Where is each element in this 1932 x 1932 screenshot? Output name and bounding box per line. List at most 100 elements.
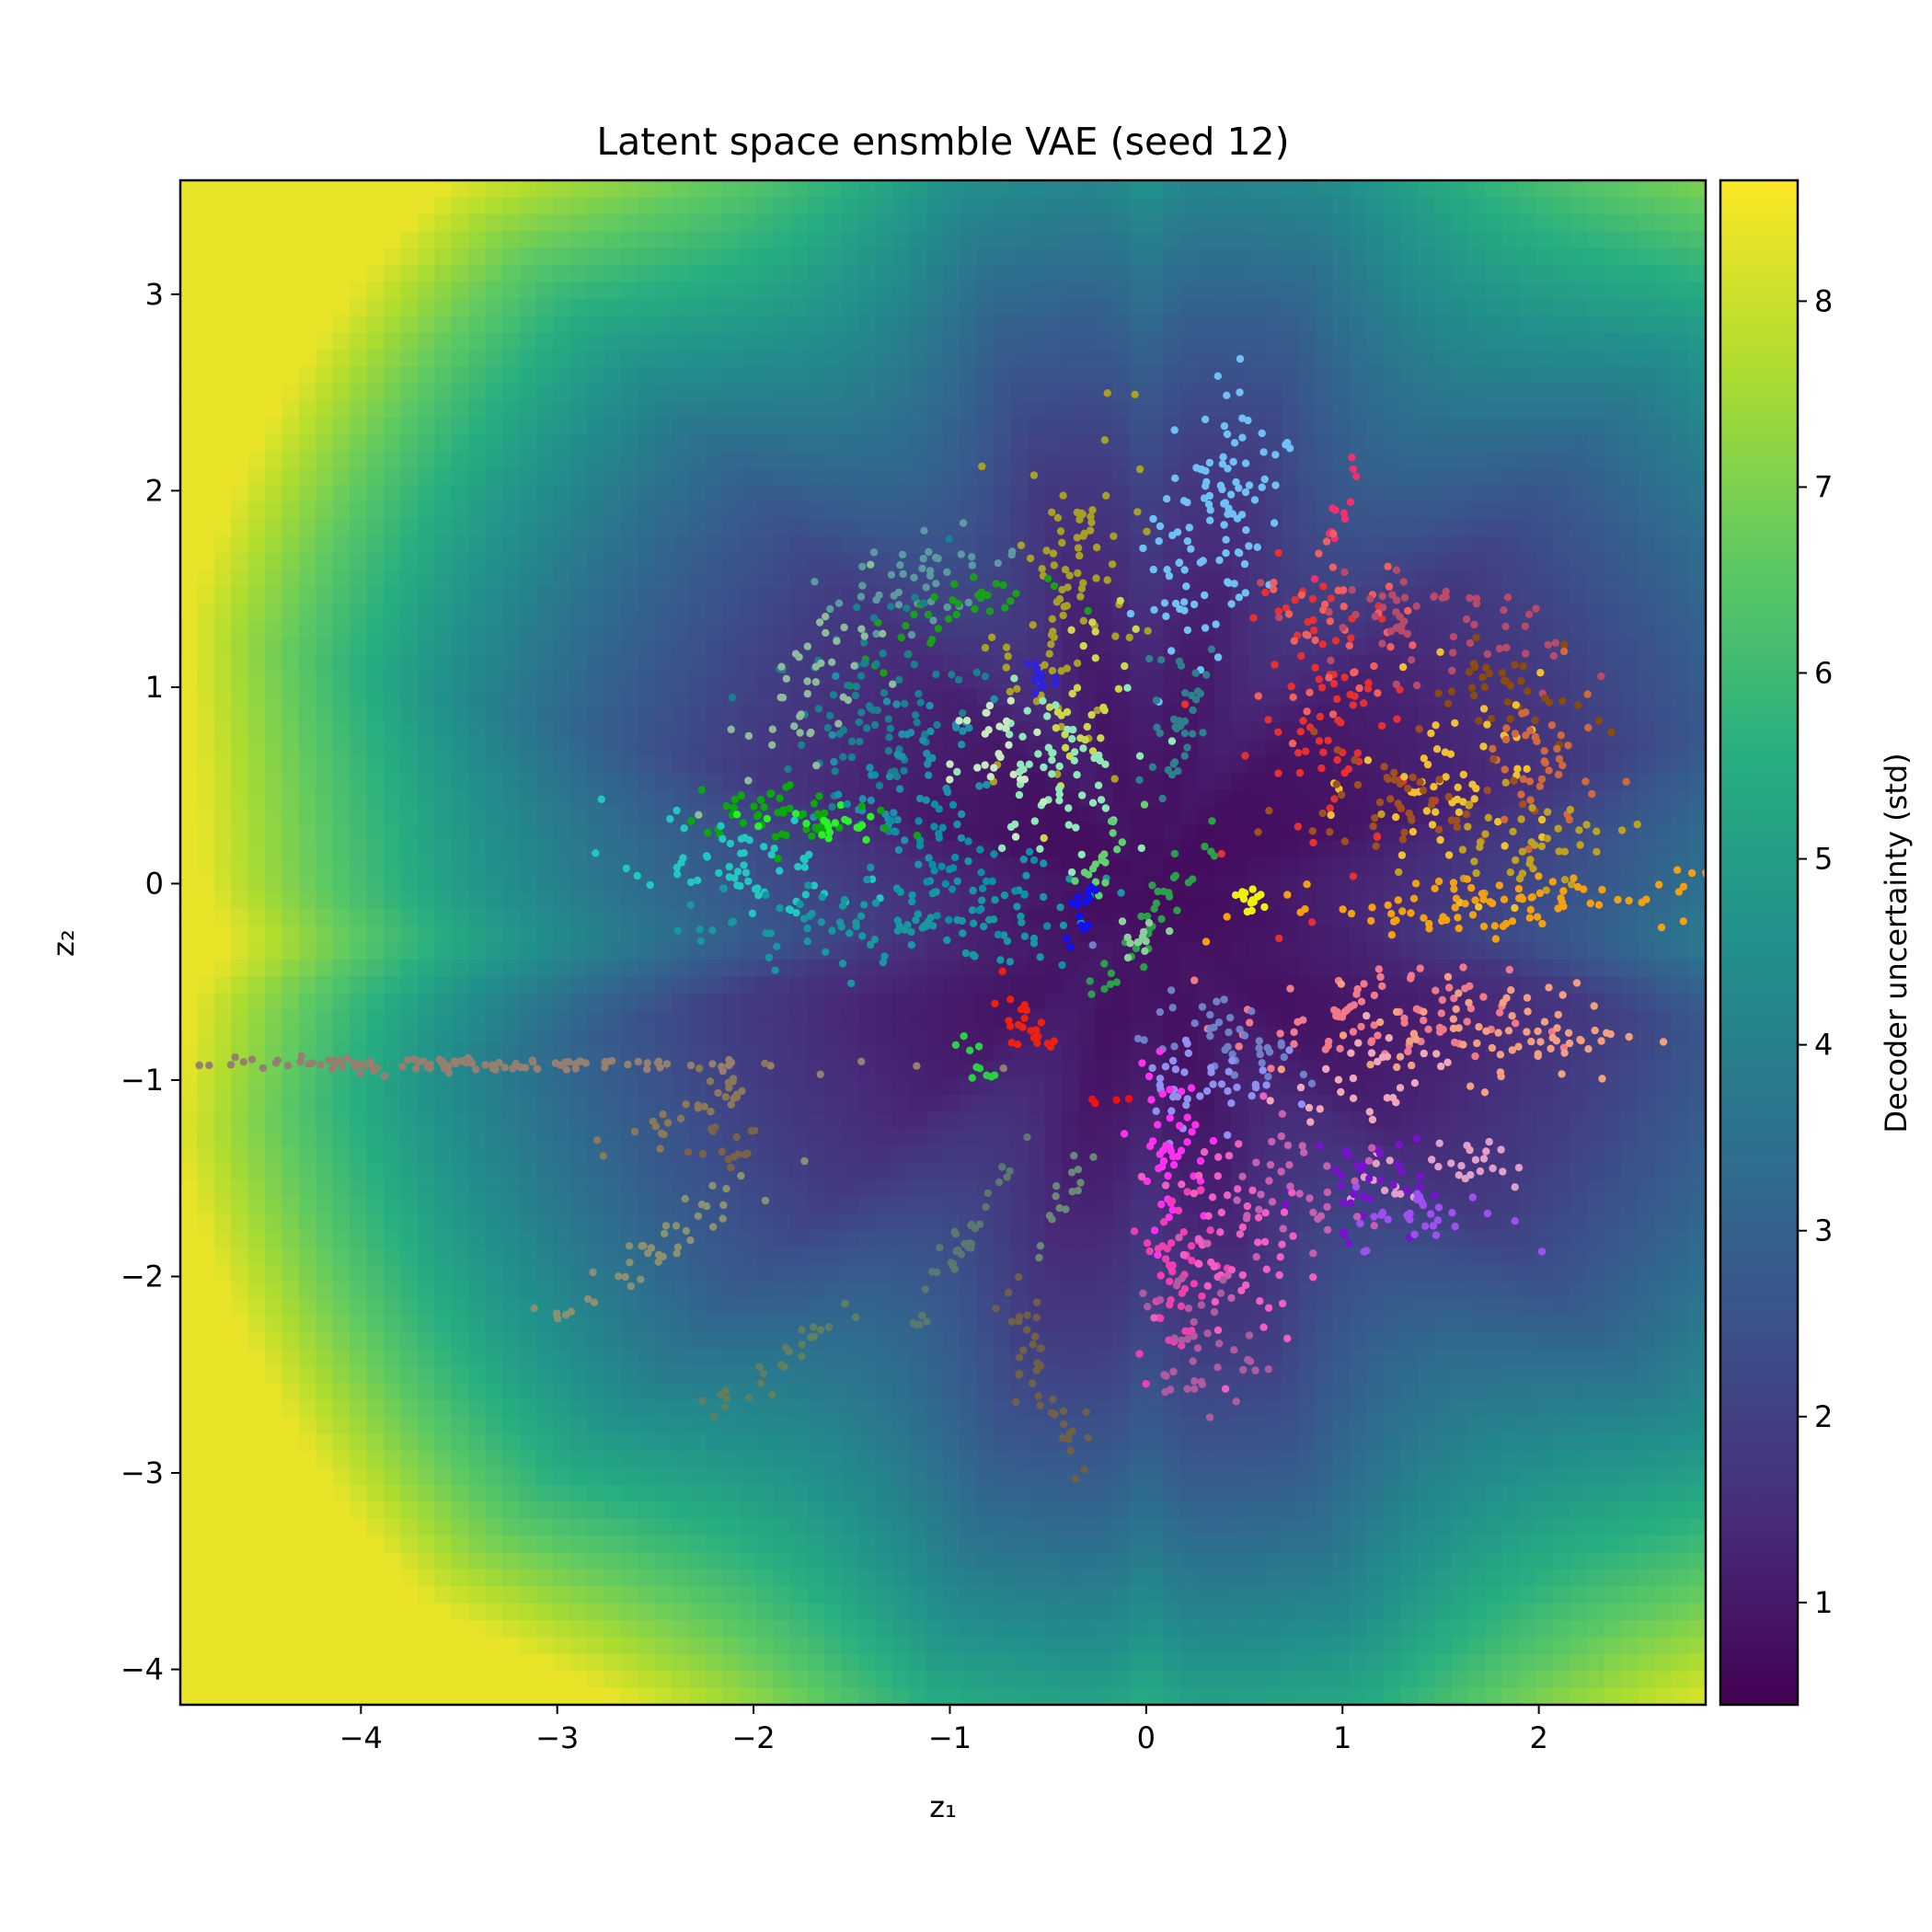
- heatmap-cell: [891, 1077, 910, 1096]
- heatmap-cell: [756, 1518, 775, 1536]
- heatmap-cell: [417, 1315, 435, 1333]
- heatmap-cell: [926, 231, 944, 249]
- heatmap-cell: [332, 1653, 351, 1672]
- heatmap-cell: [739, 1603, 757, 1621]
- heatmap-cell: [587, 705, 605, 723]
- heatmap-cell: [875, 434, 893, 453]
- heatmap-cell: [366, 1501, 385, 1520]
- heatmap-cell: [231, 1586, 249, 1604]
- heatmap-cell: [1028, 1129, 1046, 1147]
- heatmap-cell: [519, 1264, 537, 1282]
- heatmap-cell: [756, 197, 775, 215]
- heatmap-cell: [180, 654, 199, 673]
- heatmap-cell: [756, 604, 775, 622]
- heatmap-cell: [180, 874, 199, 892]
- heatmap-cell: [1010, 1671, 1029, 1689]
- heatmap-cell: [638, 1450, 656, 1468]
- heatmap-cell: [790, 789, 809, 808]
- heatmap-cell: [417, 638, 435, 656]
- heatmap-cell: [688, 1027, 707, 1045]
- heatmap-cell: [282, 705, 300, 723]
- heatmap-cell: [857, 519, 876, 537]
- heatmap-cell: [180, 1365, 199, 1384]
- heatmap-cell: [468, 535, 487, 554]
- heatmap-cell: [1010, 467, 1029, 486]
- heatmap-cell: [231, 180, 249, 199]
- heatmap-cell: [535, 638, 554, 656]
- heatmap-cell: [1095, 1179, 1113, 1198]
- heatmap-cell: [1061, 1603, 1079, 1621]
- heatmap-cell: [247, 789, 266, 808]
- heatmap-cell: [468, 180, 487, 199]
- heatmap-cell: [1028, 1518, 1046, 1536]
- heatmap-cell: [451, 604, 469, 622]
- heatmap-cell: [231, 1417, 249, 1435]
- heatmap-cell: [739, 1061, 757, 1079]
- heatmap-cell: [213, 553, 232, 571]
- heatmap-cell: [417, 1569, 435, 1587]
- heatmap-cell: [350, 620, 368, 638]
- heatmap-cell: [231, 620, 249, 638]
- heatmap-cell: [926, 1671, 944, 1689]
- heatmap-cell: [417, 1247, 435, 1265]
- heatmap-cell: [247, 383, 266, 401]
- heatmap-cell: [569, 1213, 588, 1232]
- heatmap-cell: [1044, 1111, 1063, 1130]
- heatmap-cell: [773, 1010, 791, 1029]
- heatmap-cell: [553, 1095, 571, 1113]
- heatmap-cell: [841, 1095, 859, 1113]
- heatmap-cell: [535, 1417, 554, 1435]
- heatmap-cell: [350, 1179, 368, 1198]
- heatmap-cell: [620, 1569, 638, 1587]
- heatmap-cell: [672, 1383, 690, 1401]
- heatmap-cell: [535, 1687, 554, 1705]
- heatmap-cell: [688, 1365, 707, 1384]
- heatmap-cell: [298, 976, 316, 995]
- heatmap-cell: [620, 1213, 638, 1232]
- heatmap-cell: [485, 1349, 503, 1367]
- heatmap-cell: [434, 1077, 453, 1096]
- heatmap-cell: [265, 1264, 283, 1282]
- heatmap-cell: [298, 1213, 316, 1232]
- heatmap-cell: [316, 1433, 334, 1452]
- heatmap-cell: [417, 1264, 435, 1282]
- heatmap-cell: [231, 1535, 249, 1553]
- heatmap-cell: [451, 773, 469, 791]
- heatmap-cell: [213, 265, 232, 283]
- heatmap-cell: [654, 366, 673, 385]
- heatmap-cell: [790, 316, 809, 334]
- heatmap-cell: [824, 1484, 843, 1502]
- heatmap-cell: [773, 1179, 791, 1198]
- heatmap-cell: [282, 535, 300, 554]
- heatmap-cell: [1095, 1331, 1113, 1350]
- heatmap-cell: [587, 908, 605, 926]
- heatmap-cell: [587, 485, 605, 503]
- heatmap-cell: [213, 1043, 232, 1062]
- heatmap-cell: [994, 535, 1012, 554]
- heatmap-cell: [282, 231, 300, 249]
- heatmap-cell: [1095, 1077, 1113, 1096]
- heatmap-cell: [909, 247, 927, 266]
- heatmap-cell: [587, 417, 605, 435]
- heatmap-cell: [654, 705, 673, 723]
- heatmap-cell: [468, 417, 487, 435]
- heatmap-cell: [569, 1331, 588, 1350]
- heatmap-cell: [976, 1535, 995, 1553]
- heatmap-cell: [688, 739, 707, 757]
- heatmap-cell: [282, 874, 300, 892]
- heatmap-cell: [790, 755, 809, 774]
- heatmap-cell: [909, 1129, 927, 1147]
- heatmap-cell: [451, 282, 469, 300]
- heatmap-cell: [332, 1077, 351, 1096]
- heatmap-cell: [197, 467, 215, 486]
- heatmap-cell: [502, 705, 521, 723]
- heatmap-cell: [1061, 247, 1079, 266]
- heatmap-cell: [535, 1349, 554, 1367]
- heatmap-cell: [451, 688, 469, 707]
- heatmap-cell: [824, 1417, 843, 1435]
- heatmap-cell: [569, 1399, 588, 1418]
- heatmap-cell: [857, 1569, 876, 1587]
- heatmap-cell: [350, 1145, 368, 1164]
- heatmap-cell: [366, 755, 385, 774]
- heatmap-cell: [722, 1027, 741, 1045]
